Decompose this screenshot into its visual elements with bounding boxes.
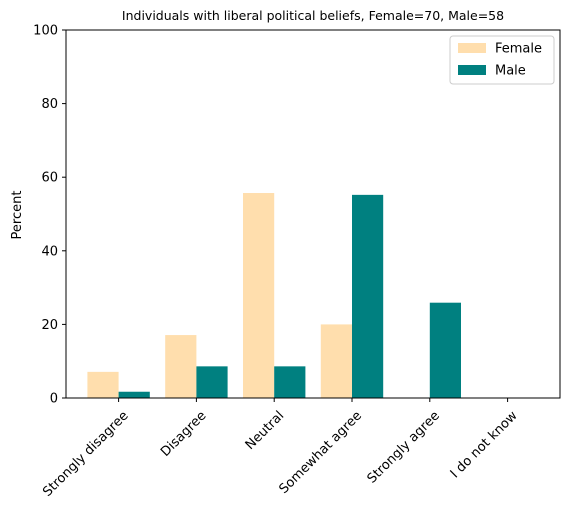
chart-title: Individuals with liberal political belie… [122,8,504,23]
x-tick-label-1: Disagree [158,408,209,459]
bar-male-3 [352,194,384,398]
legend-label-female: Female [495,42,542,57]
y-tick-label-20: 20 [41,318,58,333]
y-tick-label-40: 40 [41,244,58,259]
plot-frame [65,29,561,399]
bar-male-0 [118,391,150,398]
x-tick-label-3: Somewhat agree [277,408,366,497]
bar-male-1 [196,366,228,398]
bars-group [87,193,461,398]
y-tick-label-0: 0 [50,392,58,407]
y-tick-label-80: 80 [41,97,58,112]
legend-label-male: Male [495,64,526,79]
y-axis-label: Percent [10,191,25,240]
x-tick-label-0: Strongly disagree [40,408,131,499]
bar-female-3 [320,324,352,398]
bar-female-1 [165,335,197,398]
x-tick-label-2: Neutral [243,408,288,453]
x-tick-label-5: I do not know [448,408,521,481]
bar-female-0 [87,371,119,398]
x-tick-label-4: Strongly agree [365,408,443,486]
bar-female-2 [243,193,275,398]
legend: Female Male [449,35,555,85]
legend-swatch-male [458,65,486,75]
y-tick-label-60: 60 [41,171,58,186]
x-axis: Strongly disagree Disagree NeutralSomewhat… [40,398,521,500]
y-tick-label-100: 100 [33,24,58,39]
bar-male-4 [429,302,461,398]
y-axis: 0 20 40 60 80 100 [33,24,66,407]
legend-swatch-female [458,43,486,53]
bar-male-2 [274,366,306,398]
